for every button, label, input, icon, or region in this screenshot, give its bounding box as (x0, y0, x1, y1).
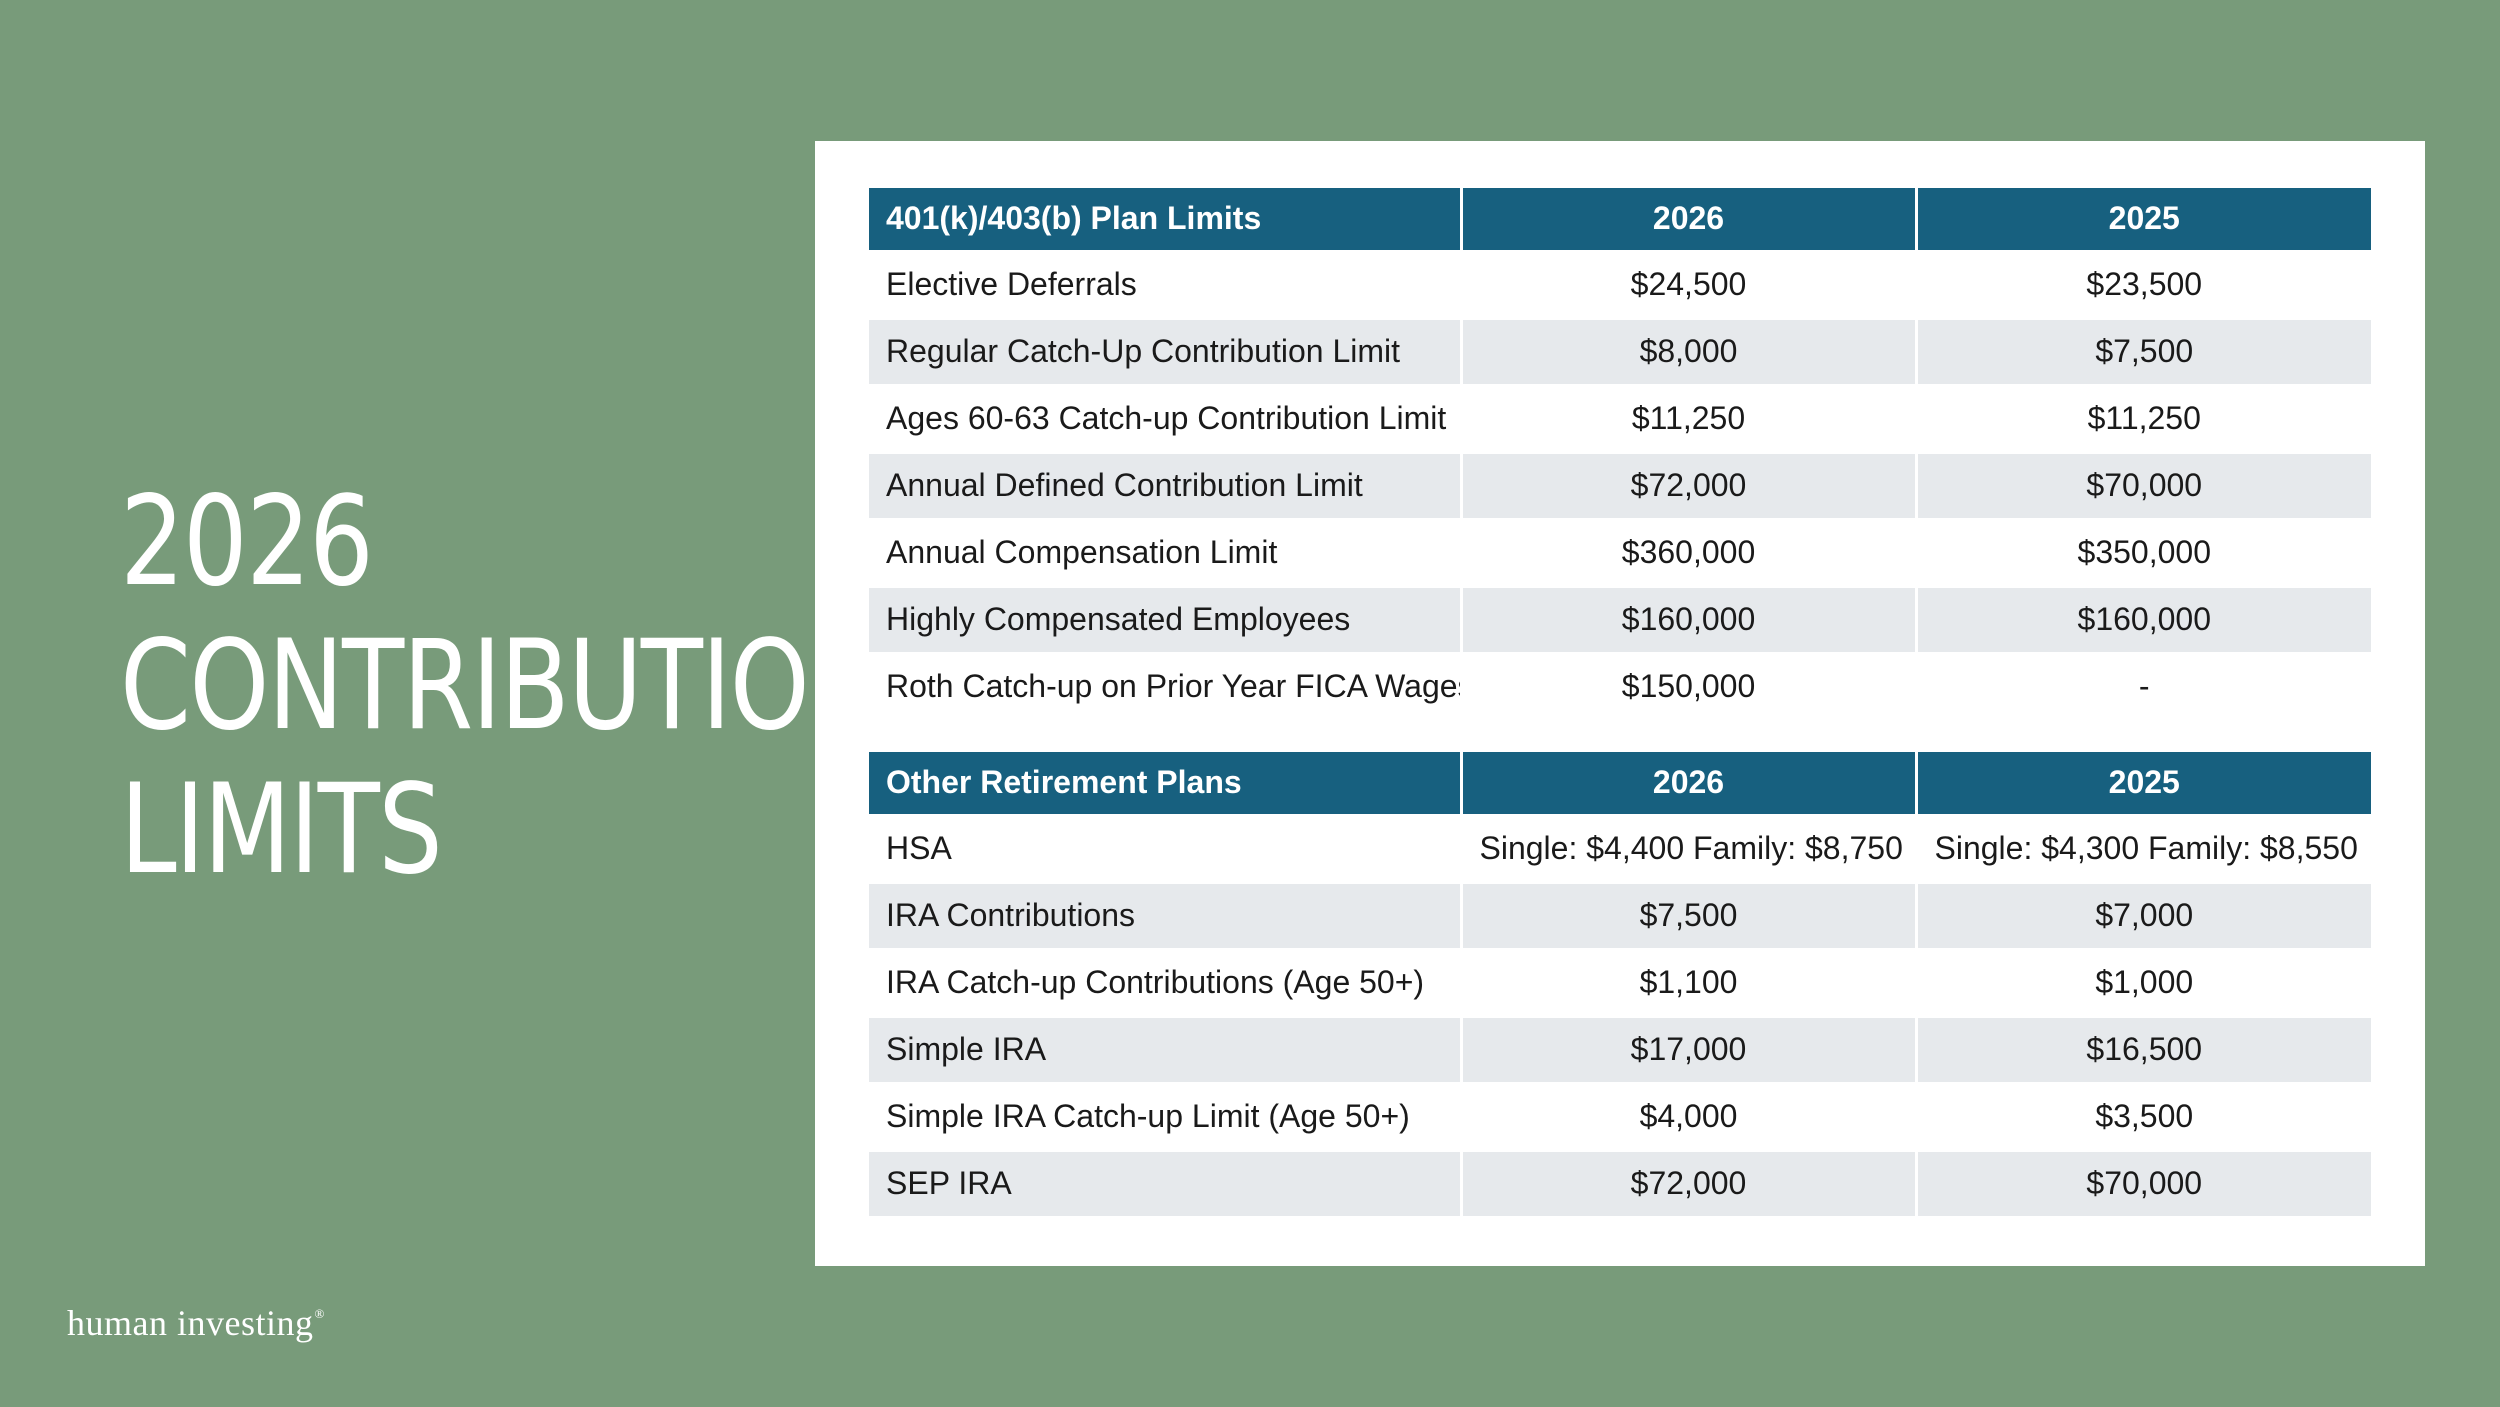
value-2026: $160,000 (1461, 586, 1918, 655)
row-label: HSA (869, 815, 1463, 884)
row-label: Regular Catch-Up Contribution Limit (869, 318, 1463, 387)
table-row: IRA Contributions $7,500 $7,000 (869, 882, 2371, 951)
value-2026: Single: $4,400 Family: $8,750 (1461, 815, 1918, 884)
value-2025: $7,000 (1916, 882, 2371, 951)
table-row: Simple IRA $17,000 $16,500 (869, 1016, 2371, 1085)
row-label: IRA Catch-up Contributions (Age 50+) (869, 949, 1463, 1018)
value-2025: $11,250 (1916, 385, 2371, 454)
value-2025: $23,500 (1916, 251, 2371, 320)
value-2026: $8,000 (1461, 318, 1918, 387)
value-2026: $1,100 (1461, 949, 1918, 1018)
value-2026: $4,000 (1461, 1083, 1918, 1152)
value-2025: $70,000 (1916, 1150, 2371, 1219)
plan-limits-table: 401(k)/403(b) Plan Limits 2026 2025 Elec… (869, 188, 2371, 722)
brand-logo: human investing® (67, 1302, 325, 1344)
value-2026: $360,000 (1461, 519, 1918, 588)
row-label: Simple IRA Catch-up Limit (Age 50+) (869, 1083, 1463, 1152)
column-header-2026: 2026 (1461, 752, 1918, 817)
table-row: HSA Single: $4,400 Family: $8,750 Single: … (869, 815, 2371, 884)
table-header-row: 401(k)/403(b) Plan Limits 2026 2025 (869, 188, 2371, 253)
table-header-row: Other Retirement Plans 2026 2025 (869, 752, 2371, 817)
row-label: Roth Catch-up on Prior Year FICA Wages (869, 653, 1463, 722)
row-label: Ages 60-63 Catch-up Contribution Limit (869, 385, 1463, 454)
value-2026: $150,000 (1461, 653, 1918, 722)
table-row: Annual Defined Contribution Limit $72,000… (869, 452, 2371, 521)
other-plans-body: HSA Single: $4,400 Family: $8,750 Single: … (869, 815, 2371, 1219)
row-label: IRA Contributions (869, 882, 1463, 951)
row-label: Elective Deferrals (869, 251, 1463, 320)
value-2025: $16,500 (1916, 1016, 2371, 1085)
value-2025: $3,500 (1916, 1083, 2371, 1152)
table-row: Roth Catch-up on Prior Year FICA Wages $1… (869, 653, 2371, 722)
column-header-2025: 2025 (1916, 188, 2371, 253)
row-label: SEP IRA (869, 1150, 1463, 1219)
table-row: Highly Compensated Employees $160,000 $160… (869, 586, 2371, 655)
row-label: Simple IRA (869, 1016, 1463, 1085)
brand-name: human investing (67, 1303, 314, 1343)
column-header-2025: 2025 (1916, 752, 2371, 817)
table-row: SEP IRA $72,000 $70,000 (869, 1150, 2371, 1219)
value-2025: $1,000 (1916, 949, 2371, 1018)
value-2025: $160,000 (1916, 586, 2371, 655)
registered-mark: ® (314, 1306, 325, 1321)
value-2026: $11,250 (1461, 385, 1918, 454)
row-label: Annual Compensation Limit (869, 519, 1463, 588)
other-plans-table: Other Retirement Plans 2026 2025 HSA Sing… (869, 752, 2371, 1219)
row-label: Annual Defined Contribution Limit (869, 452, 1463, 521)
table-row: Regular Catch-Up Contribution Limit $8,00… (869, 318, 2371, 387)
headline-line-3: LIMITS (120, 758, 443, 902)
value-2026: $17,000 (1461, 1016, 1918, 1085)
value-2025: Single: $4,300 Family: $8,550 (1916, 815, 2371, 884)
value-2026: $24,500 (1461, 251, 1918, 320)
plan-limits-body: Elective Deferrals $24,500 $23,500 Regular … (869, 251, 2371, 722)
page-headline: 2026 CONTRIBUTION LIMITS (120, 470, 884, 902)
row-label: Highly Compensated Employees (869, 586, 1463, 655)
table-row: Ages 60-63 Catch-up Contribution Limit $1… (869, 385, 2371, 454)
table-row: IRA Catch-up Contributions (Age 50+) $1,1… (869, 949, 2371, 1018)
headline-line-2: CONTRIBUTION (120, 614, 884, 758)
column-header-plan: Other Retirement Plans (869, 752, 1463, 817)
headline-line-1: 2026 (120, 470, 374, 614)
value-2025: - (1916, 653, 2371, 722)
limits-card: 401(k)/403(b) Plan Limits 2026 2025 Elec… (815, 141, 2425, 1266)
table-row: Annual Compensation Limit $360,000 $350,00… (869, 519, 2371, 588)
value-2026: $72,000 (1461, 452, 1918, 521)
column-header-2026: 2026 (1461, 188, 1918, 253)
value-2026: $7,500 (1461, 882, 1918, 951)
column-header-plan: 401(k)/403(b) Plan Limits (869, 188, 1463, 253)
value-2025: $350,000 (1916, 519, 2371, 588)
value-2025: $70,000 (1916, 452, 2371, 521)
value-2026: $72,000 (1461, 1150, 1918, 1219)
value-2025: $7,500 (1916, 318, 2371, 387)
table-row: Simple IRA Catch-up Limit (Age 50+) $4,00… (869, 1083, 2371, 1152)
table-row: Elective Deferrals $24,500 $23,500 (869, 251, 2371, 320)
